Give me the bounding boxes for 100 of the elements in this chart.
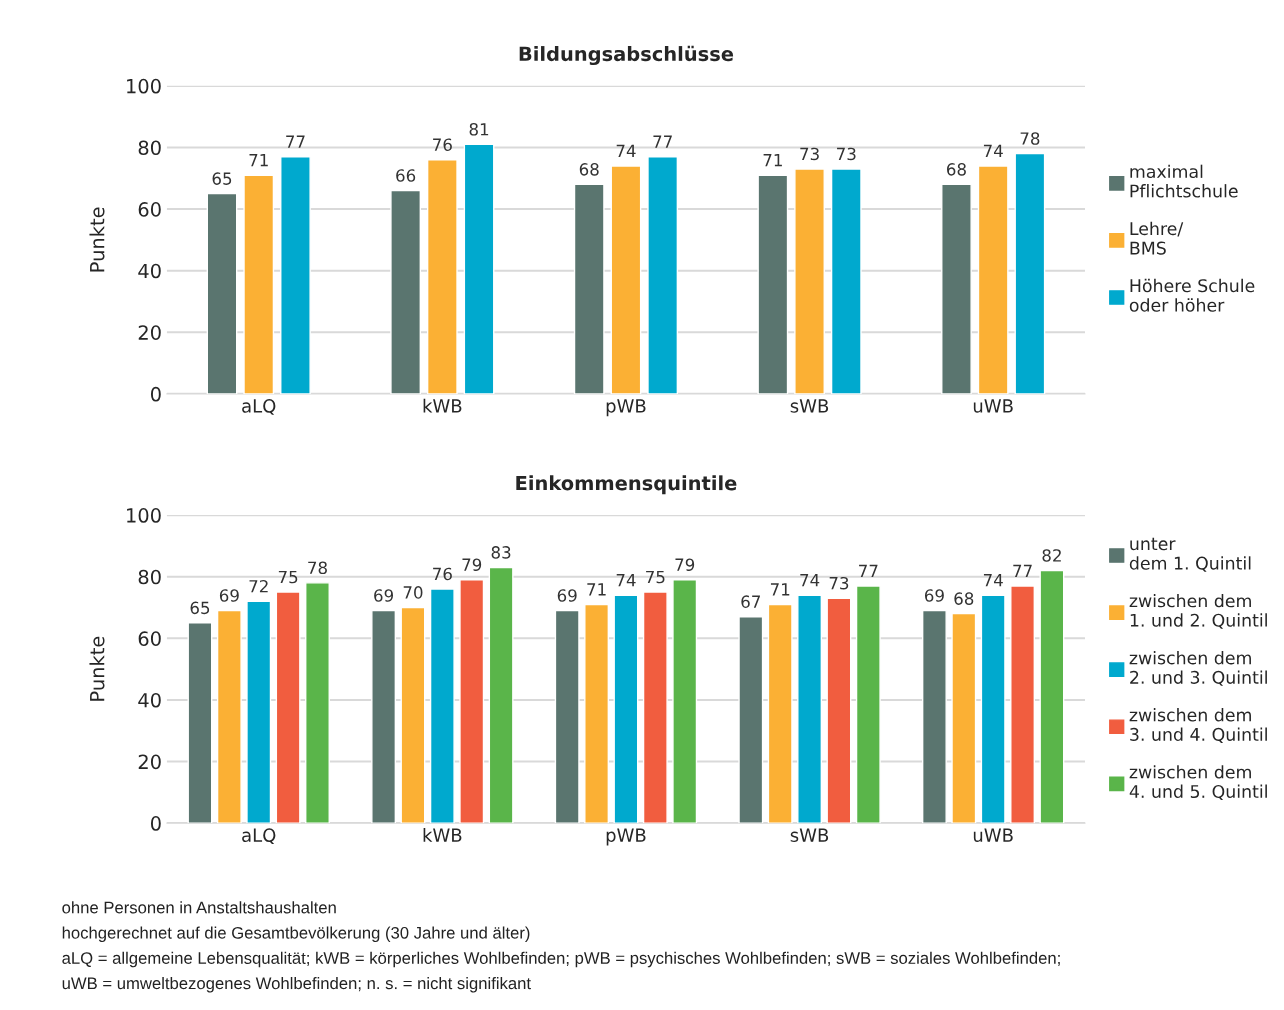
data-label: 74 — [616, 144, 636, 157]
y-tick-label: 0 — [150, 386, 161, 402]
bar — [980, 594, 1006, 824]
bar — [584, 603, 610, 824]
text: ohne Personen in Anstaltshaushalten — [62, 901, 336, 914]
x-tick-label: kWB — [423, 398, 462, 413]
x-tick-label: uWB — [973, 399, 1013, 413]
legend-label: zwischen dem 3. und 4. Quintil — [1129, 708, 1267, 743]
data-label: 69 — [557, 589, 577, 602]
x-tick-label: uWB — [973, 828, 1013, 842]
data-label: 68 — [954, 592, 974, 605]
data-label: 77 — [1013, 564, 1032, 577]
bar — [216, 609, 242, 824]
bar — [951, 612, 977, 824]
legend-label: zwischen dem 4. und 5. Quintil — [1129, 765, 1267, 801]
data-label: 73 — [800, 147, 819, 161]
data-label: 74 — [983, 574, 1003, 587]
bar — [1014, 152, 1046, 394]
y-tick-label: 40 — [138, 692, 161, 708]
bar — [573, 183, 605, 394]
data-label: 74 — [800, 574, 820, 587]
bar — [280, 156, 311, 394]
x-tick-label: aLQ — [242, 399, 276, 415]
bar — [243, 174, 275, 394]
data-label: 71 — [249, 154, 268, 167]
data-label: 71 — [587, 583, 606, 596]
y-tick-label: 100 — [127, 508, 161, 523]
text: aLQ = allgemeine Lebensqualität; kWB = körperliches Wohlbefinden; pWB = psychisches Wohlbefinden; sWB = soziales Wohlbefinden; — [62, 951, 1060, 968]
data-label: 70 — [403, 586, 423, 599]
chart-title: Einkommensquintile — [516, 475, 737, 495]
bar — [305, 582, 330, 824]
data-label: 74 — [983, 144, 1003, 157]
data-label: 65 — [190, 601, 210, 615]
legend-label: maximal Pflichtschule — [1130, 164, 1238, 198]
x-tick-label: aLQ — [242, 828, 276, 845]
data-label: 69 — [374, 589, 394, 602]
legend-label: Lehre/ BMS — [1130, 221, 1184, 255]
y-tick-label: 20 — [138, 754, 161, 770]
data-label: 75 — [646, 570, 665, 584]
bar — [757, 174, 789, 394]
text: uWB = umweltbezogenes Wohlbefinden; n. s. = nicht signifikant — [62, 976, 531, 993]
data-label: 77 — [859, 564, 878, 577]
data-label: 79 — [462, 558, 482, 572]
data-label: 71 — [763, 154, 782, 167]
data-label: 76 — [433, 567, 452, 581]
y-tick-label: 0 — [150, 816, 161, 831]
bar — [613, 594, 639, 824]
x-tick-label: pWB — [606, 399, 646, 417]
bar — [767, 603, 793, 824]
data-label: 74 — [616, 574, 636, 587]
y-axis-title: Punkte — [89, 636, 105, 701]
data-label: 81 — [469, 122, 489, 136]
bar — [941, 183, 972, 394]
y-tick-label: 20 — [138, 325, 161, 340]
legend-label: Höhere Schule oder höher — [1129, 278, 1255, 312]
data-label: 77 — [653, 135, 672, 148]
legend-label: zwischen dem 1. und 2. Quintil — [1129, 593, 1267, 629]
data-label: 73 — [829, 576, 849, 590]
text: hochgerechnet auf die Gesamtbevölkerung (30 Jahre und älter) — [62, 926, 530, 943]
bar — [738, 616, 764, 824]
y-tick-label: 60 — [138, 202, 161, 217]
bar — [206, 192, 238, 394]
bar — [400, 606, 426, 824]
y-tick-label: 100 — [127, 78, 161, 94]
data-label: 75 — [278, 570, 298, 584]
y-tick-label: 80 — [138, 140, 161, 156]
data-label: 83 — [491, 546, 511, 559]
data-label: 65 — [212, 172, 232, 185]
bar — [672, 579, 698, 824]
data-label: 82 — [1042, 549, 1061, 562]
y-tick-label: 80 — [138, 569, 161, 585]
bar — [855, 585, 881, 824]
data-label: 69 — [219, 589, 239, 602]
data-label: 68 — [579, 163, 599, 176]
bar — [977, 165, 1009, 394]
data-label: 67 — [741, 595, 760, 608]
y-axis-title: Punkte — [89, 207, 105, 272]
bar — [826, 597, 852, 824]
data-label: 69 — [924, 589, 944, 602]
bar — [647, 156, 679, 394]
data-label: 79 — [675, 558, 695, 572]
legend-label: zwischen dem 2. und 3. Quintil — [1129, 651, 1267, 686]
x-tick-label: pWB — [606, 828, 646, 846]
y-tick-label: 40 — [138, 263, 161, 279]
bar — [794, 168, 825, 394]
bar — [187, 622, 213, 824]
bar — [1039, 569, 1065, 824]
bar — [1010, 585, 1035, 824]
data-label: 73 — [837, 147, 856, 161]
bar — [390, 189, 421, 394]
bar — [642, 591, 668, 824]
bar — [488, 566, 514, 824]
chart-title: Bildungsabschlüsse — [519, 45, 734, 66]
bar — [797, 594, 823, 824]
data-label: 68 — [947, 163, 966, 176]
bar — [921, 609, 947, 824]
data-label: 78 — [308, 561, 327, 575]
bar — [246, 600, 272, 824]
bar — [459, 579, 485, 824]
bar — [610, 165, 642, 394]
